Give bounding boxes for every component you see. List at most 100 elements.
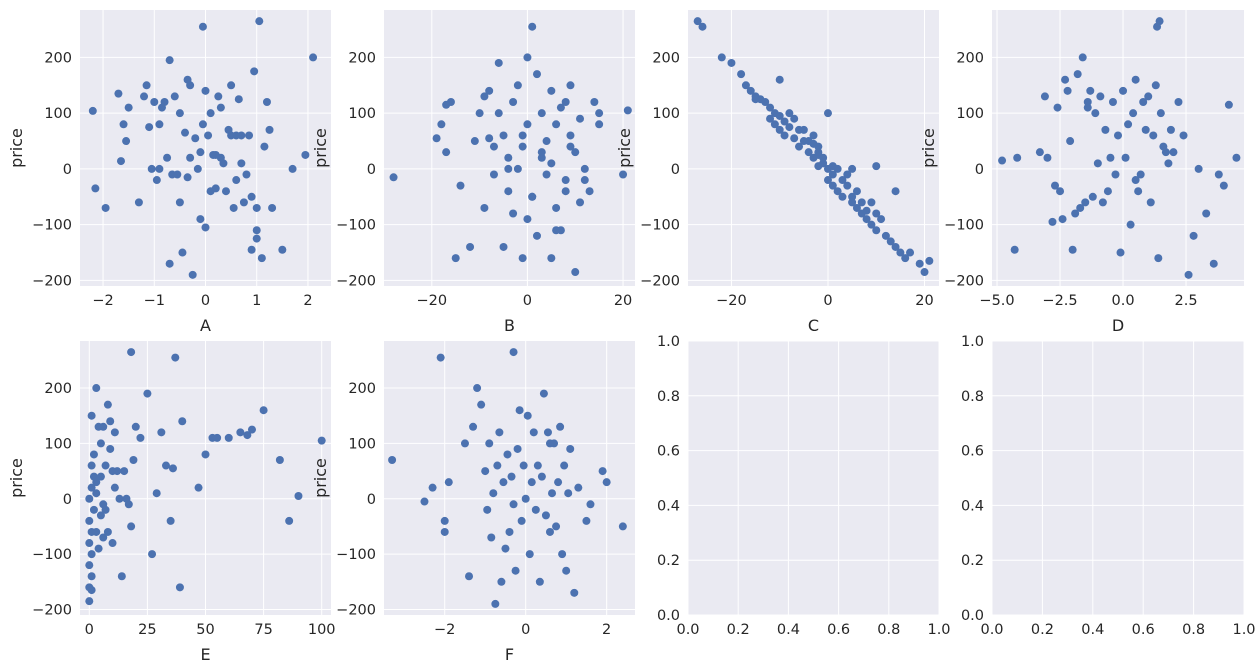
scatter-point (227, 81, 236, 90)
scatter-point (790, 114, 799, 123)
y-tick-label: 1.0 (657, 334, 680, 350)
scatter-point (87, 411, 96, 420)
x-tick-label: 50 (196, 622, 214, 638)
scatter-point (1071, 209, 1080, 218)
scatter-point (268, 203, 277, 212)
scatter-point (862, 215, 871, 224)
scatter-point (590, 98, 599, 106)
scatter-point (165, 56, 174, 65)
scatter-point (163, 153, 172, 162)
y-axis-label: price (919, 128, 938, 168)
scatter-point (1056, 187, 1065, 196)
scatter-point (518, 254, 527, 263)
scatter-point (99, 500, 108, 509)
scatter-point (533, 461, 542, 470)
scatter-point (92, 384, 101, 393)
scatter-point (1161, 148, 1170, 157)
scatter-point (535, 577, 544, 586)
scatter-point (99, 422, 108, 431)
scatter-point (437, 120, 446, 129)
scatter-point (148, 550, 157, 559)
y-tick-label: 0.8 (657, 389, 680, 405)
scatter-point (785, 123, 794, 132)
scatter-point (531, 505, 540, 514)
scatter-point (523, 215, 532, 224)
subplot-8: 0.0 0.2 0.4 0.6 0.8 1.0 0.0 0.2 0.4 0.6 0.8 1.0 (961, 334, 1256, 638)
scatter-point (1114, 131, 1122, 140)
y-axis-label: price (311, 128, 330, 168)
scatter-point (175, 583, 184, 592)
scatter-point (252, 226, 261, 235)
scatter-point (103, 527, 112, 536)
x-tick-label: −2 (92, 293, 113, 309)
scatter-point (1073, 70, 1082, 79)
scatter-point (833, 187, 842, 196)
scatter-point (181, 128, 190, 137)
scatter-point (1063, 86, 1072, 95)
scatter-point (1013, 153, 1022, 162)
scatter-point (124, 103, 133, 112)
scatter-point (623, 106, 632, 115)
scatter-point (925, 256, 934, 265)
y-tick-label: 100 (956, 106, 984, 122)
scatter-point (576, 198, 585, 207)
scatter-point (867, 220, 876, 229)
scatter-point (1106, 153, 1115, 162)
scatter-point (920, 268, 929, 277)
scatter-point (766, 114, 775, 123)
scatter-point (891, 242, 900, 251)
scatter-point (539, 389, 548, 398)
scatter-point (547, 254, 556, 263)
scatter-point (470, 137, 479, 146)
scatter-point (477, 400, 486, 409)
scatter-point (460, 439, 469, 448)
scatter-point (499, 478, 508, 487)
scatter-point (85, 539, 94, 548)
scatter-point (515, 406, 524, 415)
y-tick-label: 0 (63, 162, 72, 178)
scatter-point (242, 170, 251, 179)
scatter-point (127, 348, 136, 357)
x-tick-label: 0.8 (877, 622, 900, 638)
scatter-point (1068, 245, 1077, 254)
scatter-point (741, 81, 750, 90)
x-tick-label: 75 (254, 622, 272, 638)
scatter-point (175, 109, 184, 118)
scatter-point (833, 164, 842, 173)
scatter-point (85, 494, 94, 503)
scatter-point (87, 483, 96, 492)
y-tick-label: 1.0 (961, 334, 984, 350)
scatter-point (250, 67, 259, 76)
scatter-point (480, 203, 489, 212)
scatter-point (245, 131, 254, 140)
scatter-point (87, 550, 96, 559)
scatter-point (485, 134, 494, 143)
y-axis-label: price (615, 128, 634, 168)
scatter-point (886, 237, 895, 246)
scatter-point (142, 81, 151, 90)
scatter-point (872, 226, 881, 235)
scatter-point (619, 170, 628, 179)
scatter-point (554, 478, 563, 487)
scatter-point (518, 142, 527, 151)
subplot-7: 0.0 0.2 0.4 0.6 0.8 1.0 0.0 0.2 0.4 0.6 0.8 1.0 (657, 334, 951, 638)
scatter-point (285, 516, 294, 525)
scatter-point (191, 134, 200, 143)
scatter-point (848, 198, 857, 207)
y-tick-label: −100 (32, 218, 72, 234)
scatter-point (1101, 125, 1110, 134)
y-axis-label: price (7, 458, 26, 498)
x-axis-label: C (808, 316, 819, 335)
scatter-point (545, 439, 554, 448)
scatter-point (236, 428, 245, 437)
scatter-point (542, 137, 551, 146)
scatter-point (247, 425, 256, 434)
scatter-point (475, 109, 484, 118)
x-tick-label: 0.6 (827, 622, 850, 638)
x-tick-label: −2 (434, 622, 455, 638)
scatter-point (119, 120, 128, 129)
scatter-point (537, 153, 546, 162)
scatter-point (823, 109, 832, 118)
y-tick-label: 200 (956, 50, 984, 66)
